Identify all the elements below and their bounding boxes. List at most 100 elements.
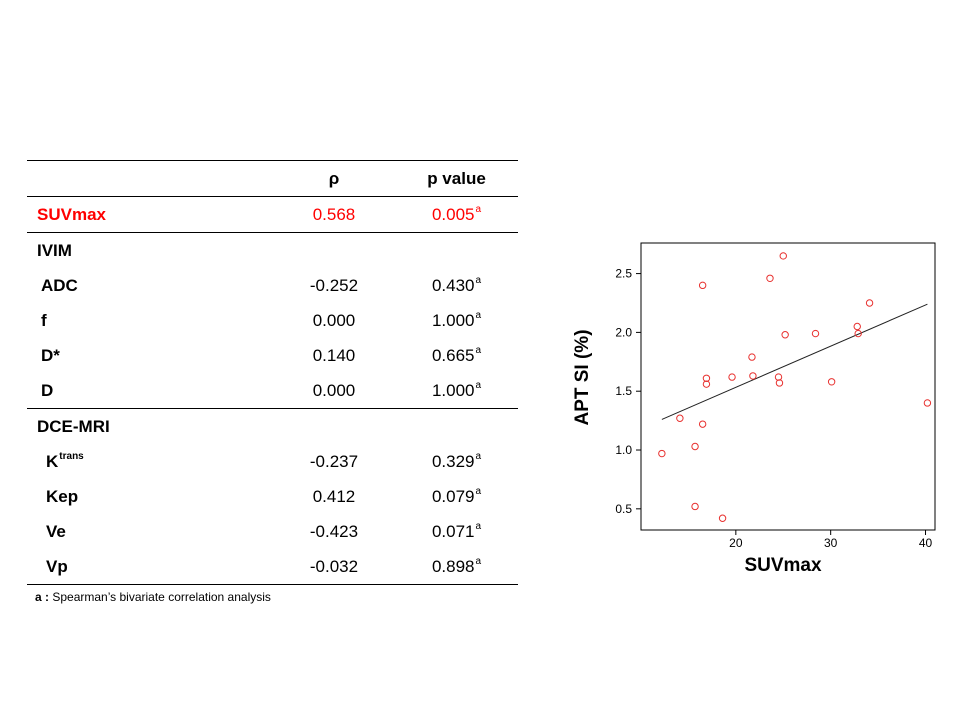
row-label: f <box>27 303 273 338</box>
scatter-point <box>748 353 756 361</box>
row-label: D* <box>27 338 273 373</box>
row-label-text: IVIM <box>37 240 72 260</box>
scatter-point <box>781 331 789 339</box>
p-value: 0.005 <box>431 204 475 224</box>
p-value-superscript: a <box>475 379 482 391</box>
row-label-text: Kep <box>46 486 79 506</box>
rho-value: -0.237 <box>309 451 359 471</box>
scatter-point <box>658 449 666 458</box>
table-row: SUVmax 0.568 0.005a <box>27 196 518 233</box>
scatter-point <box>827 378 836 386</box>
table-row: DCE-MRI <box>27 409 518 445</box>
table-row: Ktrans -0.237 0.329a <box>27 444 518 479</box>
p-value: 0.430 <box>431 275 475 295</box>
row-label-text: SUVmax <box>37 204 106 224</box>
p-value: 1.000 <box>431 380 475 400</box>
row-label: SUVmax <box>27 196 273 233</box>
table-row: IVIM <box>27 233 518 269</box>
p-value-superscript: a <box>475 203 482 215</box>
x-tick-label: 30 <box>824 536 838 550</box>
rho-value: 0.140 <box>312 345 356 365</box>
y-axis-label: APT SI (%) <box>572 329 593 425</box>
scatter-point <box>811 329 820 338</box>
row-label-text: D <box>41 380 54 400</box>
p-value-superscript: a <box>475 450 482 462</box>
correlation-table: ρ p value SUVmax 0.568 0.005a IVIM ADC -0.252… <box>27 160 518 585</box>
p-value: 0.329 <box>431 451 475 471</box>
row-label-text: f <box>41 310 47 330</box>
row-label-text: D* <box>41 345 60 365</box>
p-value-cell: 1.000a <box>395 373 518 409</box>
p-value-cell: 0.071a <box>395 514 518 549</box>
p-value-cell: 0.665a <box>395 338 518 373</box>
p-value: 1.000 <box>431 310 475 330</box>
scatter-point <box>923 399 932 407</box>
scatter-point <box>865 299 874 307</box>
p-value-cell: 0.329a <box>395 444 518 479</box>
row-label: Kep <box>27 479 273 514</box>
p-value: 0.079 <box>431 486 475 506</box>
scatter-point <box>775 379 784 387</box>
y-tick-label: 2.0 <box>615 325 632 339</box>
y-tick-label: 1.5 <box>615 384 632 398</box>
row-label: Ve <box>27 514 273 549</box>
table-row: D* 0.140 0.665a <box>27 338 518 373</box>
x-tick-label: 40 <box>919 536 933 550</box>
table-row: f 0.000 1.000a <box>27 303 518 338</box>
footnote-text: Spearman’s bivariate correlation analysi… <box>49 590 271 604</box>
rho-value: 0.568 <box>273 196 395 233</box>
rho-value: -0.423 <box>309 521 359 541</box>
row-label-text: K <box>46 451 59 471</box>
rho-value <box>273 409 395 445</box>
row-label: Vp <box>27 549 273 585</box>
p-value-cell: 1.000a <box>395 303 518 338</box>
table-header-row: ρ p value <box>27 160 518 197</box>
table-row: ADC -0.252 0.430a <box>27 268 518 303</box>
scatter-point <box>676 414 684 422</box>
table-row: Kep 0.412 0.079a <box>27 479 518 514</box>
scatter-point <box>774 373 783 381</box>
p-value-cell <box>395 409 518 445</box>
p-value: 0.898 <box>431 556 475 576</box>
scatter-point <box>718 514 727 522</box>
p-value-cell <box>395 233 518 269</box>
p-value-superscript: a <box>475 344 482 356</box>
scatter-point <box>691 442 699 451</box>
table-row: Vp -0.032 0.898a <box>27 549 518 585</box>
row-label-text: DCE-MRI <box>37 416 110 436</box>
p-value: 0.665 <box>431 345 475 365</box>
p-value-superscript: a <box>475 555 482 567</box>
p-value-cell: 0.430a <box>395 268 518 303</box>
rho-value: 0.000 <box>273 373 395 409</box>
rho-value: 0.412 <box>312 486 356 506</box>
row-label-text: ADC <box>41 275 78 295</box>
row-label: DCE-MRI <box>27 409 273 445</box>
row-label: ADC <box>27 268 273 303</box>
p-value: 0.071 <box>431 521 475 541</box>
x-tick-label: 20 <box>729 536 743 550</box>
scatter-point <box>702 374 711 382</box>
p-value-superscript: a <box>475 520 482 532</box>
scatter-point <box>779 252 787 260</box>
footnote: a : Spearman’s bivariate correlation ana… <box>35 590 271 604</box>
x-axis-label: SUVmax <box>744 555 822 576</box>
table-body: SUVmax 0.568 0.005a IVIM ADC -0.252 0.430a f 0.0… <box>27 196 518 585</box>
scatter-point <box>728 373 736 381</box>
rho-value <box>273 233 395 269</box>
table-row: D 0.000 1.000a <box>27 373 518 409</box>
plot-frame <box>640 242 936 531</box>
rho-value: -0.252 <box>309 275 359 295</box>
p-value-superscript: a <box>475 309 482 321</box>
header-rho: ρ <box>273 160 395 197</box>
scatter-point <box>698 281 707 290</box>
row-label-text: Ve <box>46 521 66 541</box>
correlation-table-container: ρ p value SUVmax 0.568 0.005a IVIM ADC -0.252… <box>27 160 518 585</box>
p-value-superscript: a <box>475 485 482 497</box>
p-value-cell: 0.005a <box>395 196 518 233</box>
y-tick-label: 2.5 <box>615 267 632 281</box>
scatter-point <box>698 420 707 428</box>
scatter-point <box>749 372 757 380</box>
header-label <box>27 160 273 197</box>
regression-line <box>661 303 928 420</box>
p-value-cell: 0.079a <box>395 479 518 514</box>
